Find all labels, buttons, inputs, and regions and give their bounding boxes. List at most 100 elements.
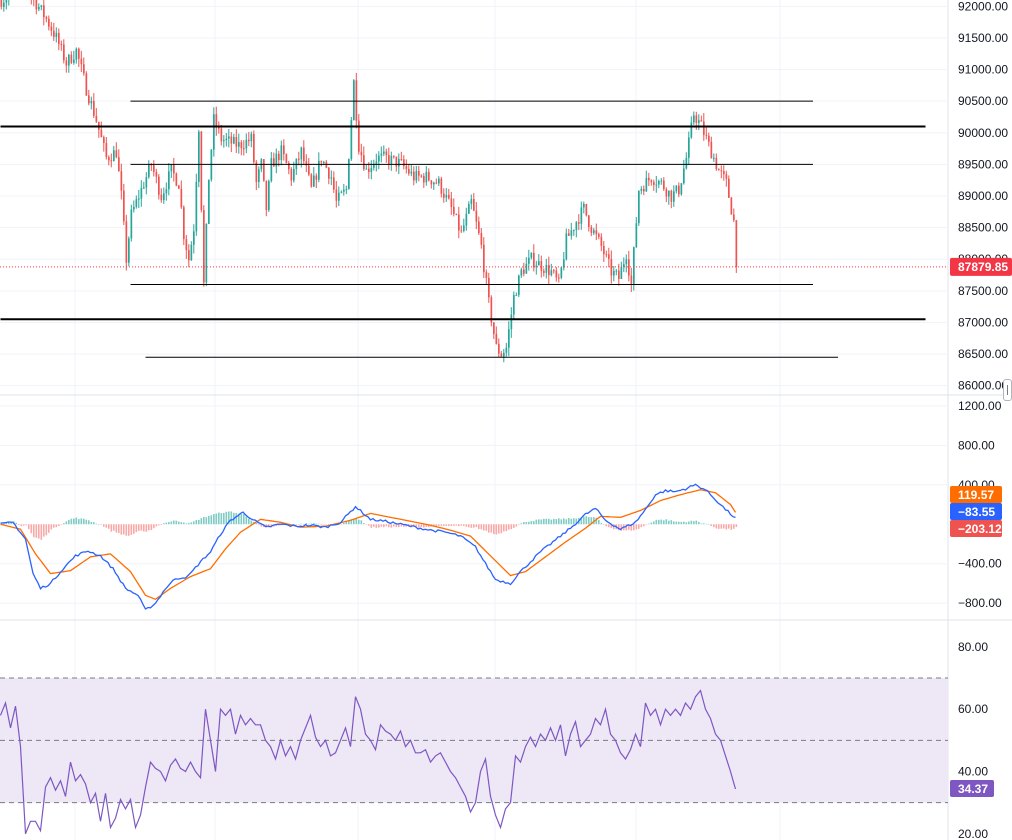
macd-histogram-bar (653, 521, 655, 525)
macd-histogram-bar (18, 524, 20, 526)
macd-histogram-bar (668, 520, 670, 525)
candle-down (548, 264, 550, 276)
macd-histogram-bar (300, 523, 303, 525)
price-scale[interactable]: 92000.00 91500.00 91000.00 90500.00 90000.00… (958, 0, 1008, 840)
candle-down (490, 297, 493, 323)
candle-down (670, 190, 673, 202)
macd-histogram-bar (628, 524, 630, 530)
macd-histogram-bar (688, 521, 690, 525)
macd-histogram-bar (208, 515, 210, 525)
candle-up (468, 203, 470, 214)
candle-up (615, 270, 618, 272)
candle-up (135, 199, 138, 207)
macd-histogram-bar (573, 518, 575, 525)
candle-down (303, 147, 305, 162)
candle-down (710, 141, 713, 159)
macd-histogram-bar (673, 521, 675, 525)
macd-histogram-bar (715, 524, 718, 529)
macd-histogram-bar (558, 518, 560, 525)
candle-up (350, 120, 353, 160)
macd-histogram-bar (48, 524, 50, 533)
macd-histogram-bar (550, 519, 553, 525)
candle-down (443, 193, 445, 198)
price-scale-scroll-handle-icon[interactable] (1003, 379, 1012, 401)
macd-tick-label: −400.00 (958, 557, 1002, 571)
macd-histogram-bar (130, 524, 133, 535)
candle-down (35, 0, 38, 10)
macd-histogram-bar (83, 518, 85, 525)
candle-up (575, 222, 578, 231)
macd-histogram-bar (313, 523, 315, 525)
macd-histogram-bar (5, 522, 8, 525)
candle-up (378, 155, 380, 162)
price-tick-label: 86500.00 (958, 347, 1008, 361)
candle-down (45, 17, 48, 19)
candle-down (733, 214, 735, 221)
candle-up (713, 157, 715, 159)
candle-down (498, 343, 500, 354)
candle-up (313, 175, 315, 187)
candle-down (328, 167, 330, 179)
macd-histogram-bar (710, 524, 713, 526)
candle-up (268, 180, 270, 211)
candle-up (658, 180, 660, 185)
candle-down (718, 169, 720, 171)
macd-histogram-bar (730, 524, 733, 530)
macd-histogram-bar (158, 524, 160, 526)
candle-down (355, 80, 358, 121)
candle-up (193, 231, 195, 245)
candle-up (375, 161, 378, 164)
candle-down (230, 136, 233, 144)
candle-down (200, 131, 203, 211)
macd-pane[interactable] (0, 483, 738, 610)
candle-down (475, 210, 478, 222)
candle-down (125, 221, 128, 263)
macd-histogram-bar (720, 524, 723, 529)
price-tick-label: 92000.00 (958, 0, 1008, 13)
candle-down (305, 161, 308, 166)
macd-histogram-bar (448, 524, 450, 526)
candle-up (625, 259, 628, 265)
candle-up (550, 270, 553, 276)
macd-histogram-bar (38, 524, 40, 539)
macd-histogram-bar (450, 524, 453, 527)
candle-down (558, 277, 560, 279)
macd-histogram-bar (625, 524, 628, 531)
macd-histogram-bar (490, 524, 493, 533)
macd-histogram-bar (303, 523, 305, 525)
macd-histogram-bar (35, 524, 38, 538)
candle-down (533, 252, 535, 268)
macd-histogram-bar (638, 524, 640, 529)
candle-down (618, 270, 620, 280)
candle-down (643, 188, 645, 192)
macd-histogram-bar (90, 521, 93, 525)
macd-histogram-bar (70, 518, 73, 525)
macd-histogram-bar (193, 521, 195, 525)
macd-histogram-bar (298, 524, 300, 525)
rsi-value-badge (950, 780, 994, 798)
candle-down (403, 159, 405, 167)
macd-histogram-bar (15, 522, 18, 525)
candle-down (335, 189, 338, 201)
candle-down (730, 197, 733, 215)
candle-down (588, 215, 590, 228)
candle-up (463, 225, 465, 231)
macd-histogram-bar (45, 524, 48, 536)
candle-up (518, 275, 520, 295)
rsi-pane[interactable] (0, 689, 737, 835)
candle-up (340, 191, 343, 193)
candle-up (75, 48, 78, 60)
macd-histogram-bar (140, 524, 143, 531)
candle-down (663, 180, 665, 190)
candle-down (703, 121, 705, 135)
candle-down (393, 155, 395, 157)
macd-signal-value-badge (950, 486, 1002, 503)
macd-histogram-bar (28, 524, 30, 530)
macd-histogram-bar (65, 521, 68, 525)
macd-histogram-bar (440, 524, 443, 526)
candle-up (143, 187, 145, 189)
candle-down (218, 127, 220, 129)
price-pane[interactable] (0, 0, 948, 363)
candle-down (595, 230, 598, 235)
